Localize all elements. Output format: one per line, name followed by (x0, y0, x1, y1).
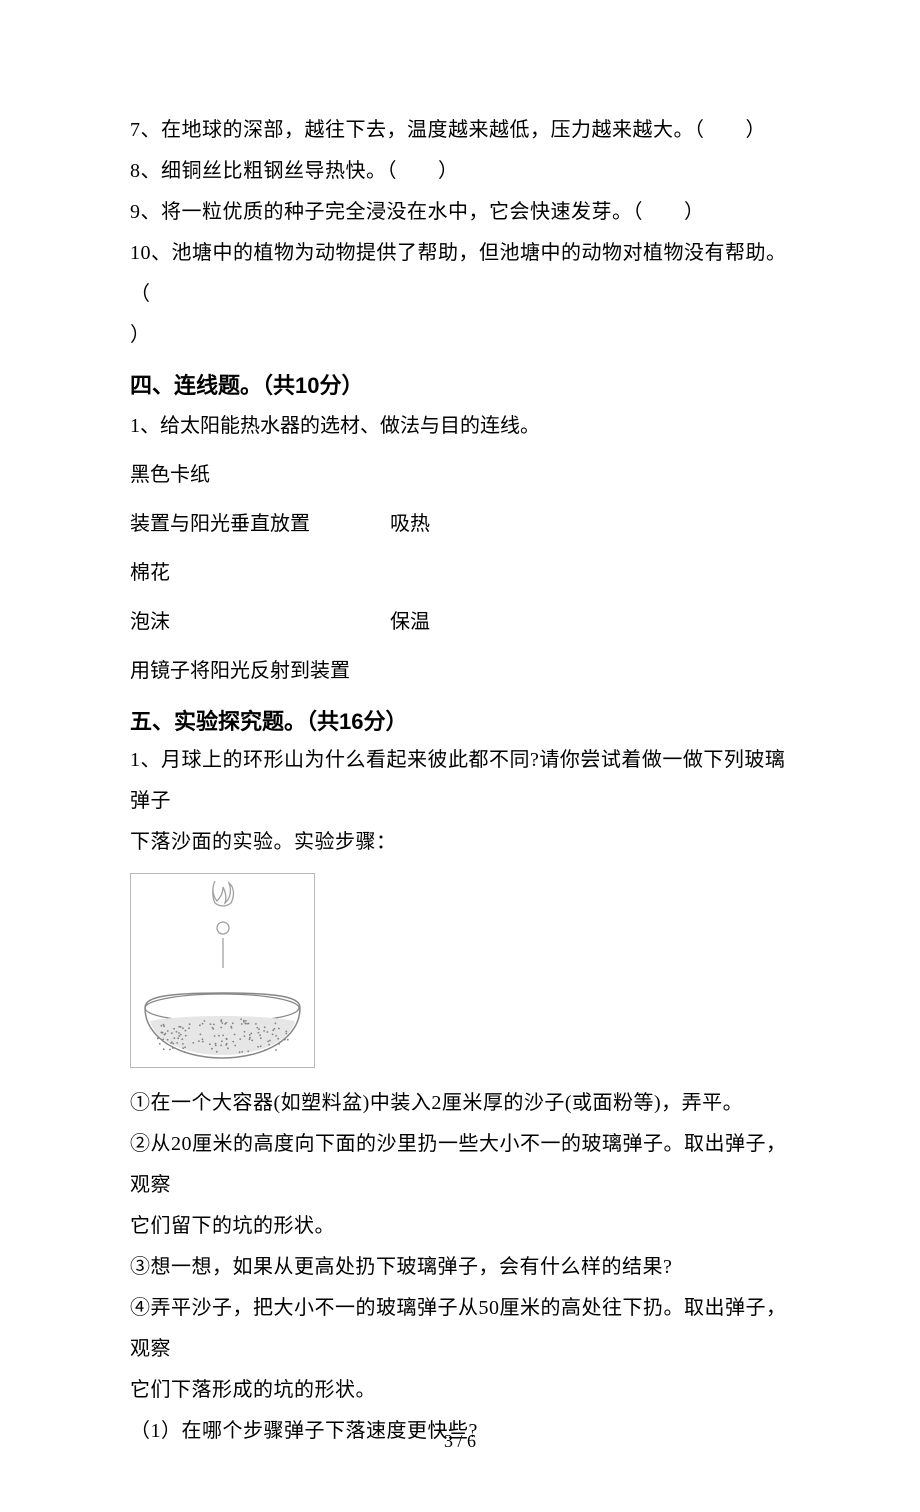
page: 7、在地球的深部，越往下去，温度越来越低，压力越来越大。（ ） 8、细铜丝比粗钢… (0, 0, 920, 1512)
step2a: ②从20厘米的高度向下面的沙里扔一些大小不一的玻璃弹子。取出弹子，观察 (130, 1124, 790, 1206)
tf-q10-line2: ） (130, 315, 790, 356)
match-right-2 (390, 553, 790, 594)
step3: ③想一想，如果从更高处扔下玻璃弹子，会有什么样的结果? (130, 1247, 790, 1288)
match-left-2: 棉花 (130, 553, 390, 594)
page-footer: 3 / 6 (0, 1431, 920, 1452)
match-left-4: 用镜子将阳光反射到装置 (130, 651, 390, 692)
match-row-2: 棉花 (130, 553, 790, 594)
step4b: 它们下落形成的坑的形状。 (130, 1370, 790, 1411)
match-left-0: 黑色卡纸 (130, 455, 390, 496)
match-left-3: 泡沫 (130, 602, 390, 643)
match-left-1: 装置与阳光垂直放置 (130, 504, 390, 545)
section4-q1: 1、给太阳能热水器的选材、做法与目的连线。 (130, 406, 790, 447)
section5-heading: 五、实验探究题。（共16分） (130, 704, 790, 736)
section5-intro1: 1、月球上的环形山为什么看起来彼此都不同?请你尝试着做一做下列玻璃弹子 (130, 740, 790, 822)
section5-intro2: 下落沙面的实验。实验步骤： (130, 822, 790, 863)
match-row-3: 泡沫 保温 (130, 602, 790, 643)
section4-heading: 四、连线题。（共10分） (130, 368, 790, 400)
tf-q10-line1: 10、池塘中的植物为动物提供了帮助，但池塘中的动物对植物没有帮助。（ (130, 233, 790, 315)
match-right-1: 吸热 (390, 504, 790, 545)
match-right-3: 保温 (390, 602, 790, 643)
tf-q8: 8、细铜丝比粗钢丝导热快。（ ） (130, 151, 790, 192)
step2b: 它们留下的坑的形状。 (130, 1206, 790, 1247)
match-right-0 (390, 455, 790, 496)
match-row-1: 装置与阳光垂直放置 吸热 (130, 504, 790, 545)
match-right-4 (390, 651, 790, 692)
experiment-figure (130, 873, 790, 1073)
match-row-0: 黑色卡纸 (130, 455, 790, 496)
bowl-drop-icon (130, 873, 315, 1068)
tf-q7: 7、在地球的深部，越往下去，温度越来越低，压力越来越大。（ ） (130, 110, 790, 151)
step1: ①在一个大容器(如塑料盆)中装入2厘米厚的沙子(或面粉等)，弄平。 (130, 1083, 790, 1124)
tf-q9: 9、将一粒优质的种子完全浸没在水中，它会快速发芽。（ ） (130, 192, 790, 233)
match-row-4: 用镜子将阳光反射到装置 (130, 651, 790, 692)
step4a: ④弄平沙子，把大小不一的玻璃弹子从50厘米的高处往下扔。取出弹子，观察 (130, 1288, 790, 1370)
